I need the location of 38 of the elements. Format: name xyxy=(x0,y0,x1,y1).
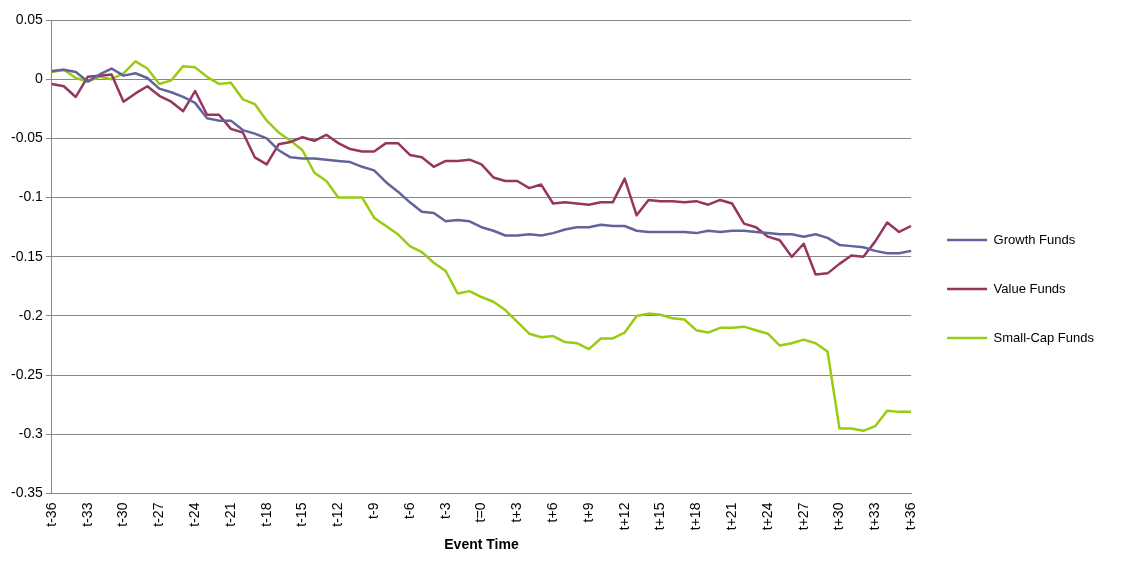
x-tick-label: t+12 xyxy=(615,502,632,531)
legend-label: Value Funds xyxy=(993,280,1067,296)
x-tick-label: t-3 xyxy=(436,502,453,519)
x-tick-label: t-33 xyxy=(78,502,95,527)
x-tick-label: t-15 xyxy=(293,502,310,527)
x-tick-label: t-12 xyxy=(329,502,346,527)
y-tick-label: -0.1 xyxy=(18,188,44,205)
x-axis-title: Event Time xyxy=(444,536,519,553)
x-tick-label: t-24 xyxy=(185,502,202,527)
x-tick-label: t-6 xyxy=(400,502,417,519)
x-tick-label: t+21 xyxy=(722,502,739,531)
x-tick-label: t+27 xyxy=(794,502,811,531)
y-tick-label: -0.25 xyxy=(10,366,44,383)
x-tick-label: t-27 xyxy=(150,502,167,527)
x-tick-label: t-36 xyxy=(42,502,59,527)
legend-label: Growth Funds xyxy=(993,231,1076,247)
x-tick-label: t-30 xyxy=(114,502,131,527)
x-tick-label: t+15 xyxy=(651,502,668,531)
y-tick-label: 0.05 xyxy=(15,10,44,27)
x-tick-label: t+33 xyxy=(866,502,883,531)
x-tick-label: t+30 xyxy=(830,502,847,531)
y-tick-label: -0.05 xyxy=(10,129,44,146)
y-tick-label: -0.3 xyxy=(18,425,44,442)
x-tick-label: t+36 xyxy=(901,502,918,531)
y-tick-label: -0.2 xyxy=(18,306,44,323)
x-tick-label: t-9 xyxy=(364,502,381,519)
x-tick-label: t+9 xyxy=(579,502,596,523)
x-tick-label: t+18 xyxy=(687,502,704,531)
x-tick-label: t=0 xyxy=(472,502,489,523)
y-tick-label: -0.35 xyxy=(10,484,44,501)
x-tick-label: t-18 xyxy=(257,502,274,527)
x-tick-label: t+3 xyxy=(508,502,525,523)
x-tick-label: t+24 xyxy=(758,502,775,531)
y-tick-label: 0 xyxy=(35,70,44,87)
x-tick-label: t+6 xyxy=(543,502,560,523)
y-tick-label: -0.15 xyxy=(10,247,44,264)
x-tick-label: t-21 xyxy=(221,502,238,527)
legend-label: Small-Cap Funds xyxy=(993,329,1095,345)
